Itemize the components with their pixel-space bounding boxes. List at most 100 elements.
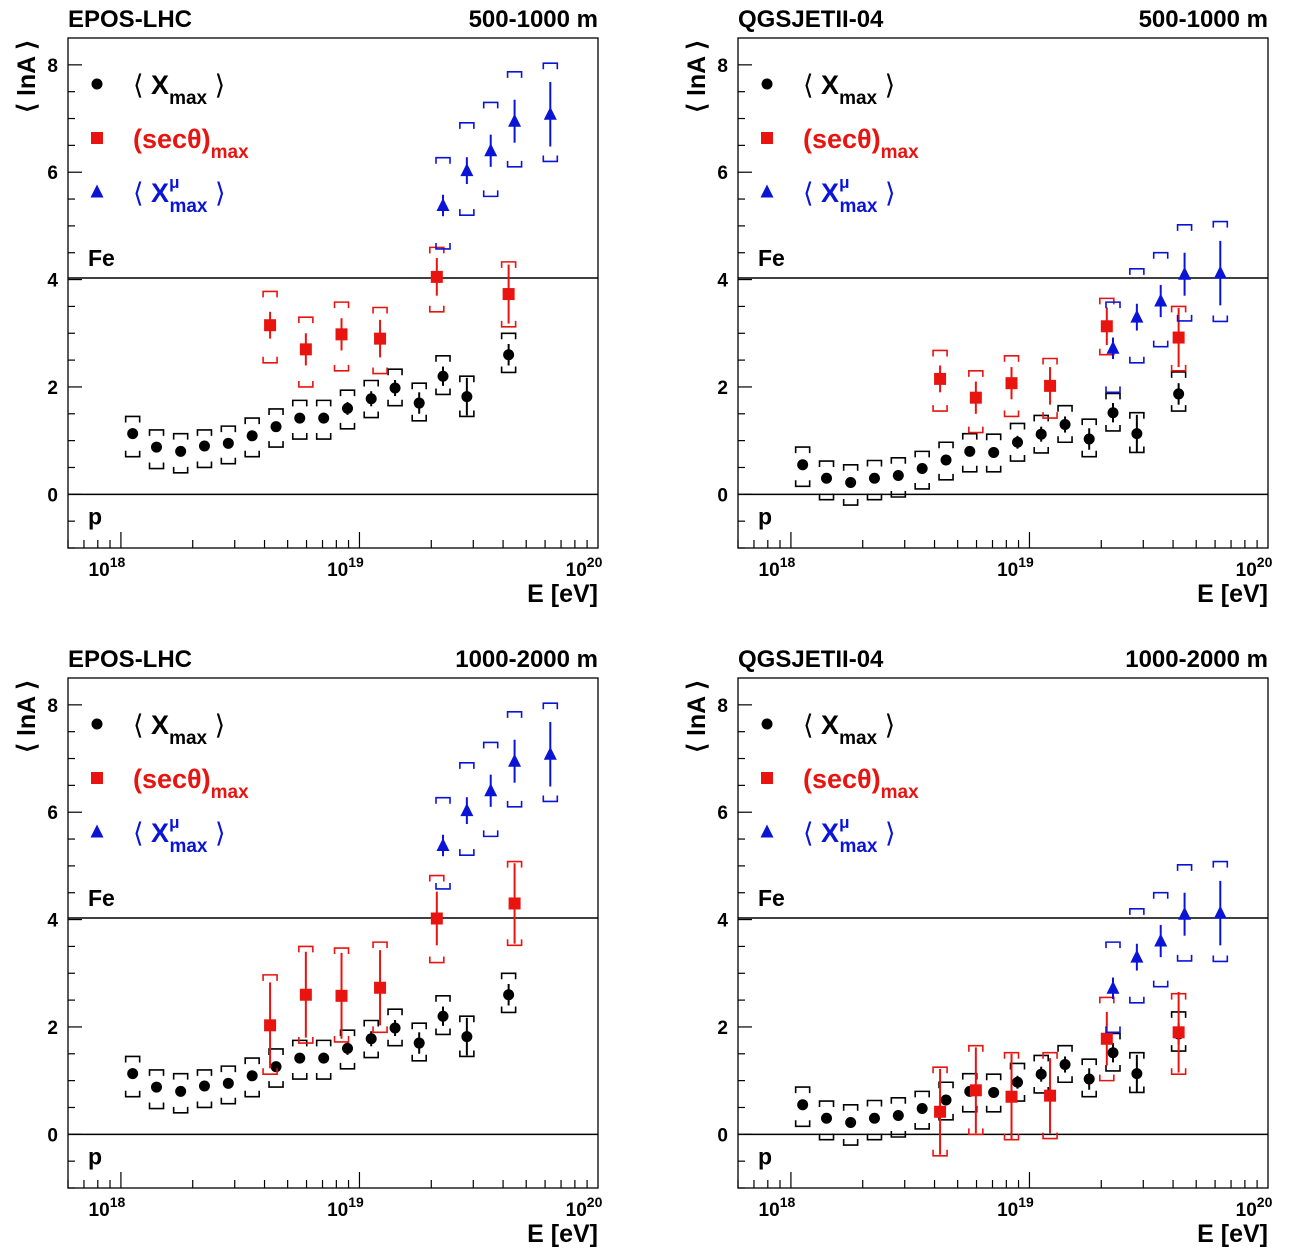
systematic-bracket-lower: [339, 1062, 356, 1070]
systematic-bracket-lower: [794, 1120, 811, 1128]
series-sec: [262, 860, 523, 1075]
marker-circle: [1059, 1059, 1071, 1071]
systematic-bracket-upper: [842, 1103, 859, 1111]
y-tick-label: 4: [717, 911, 728, 932]
systematic-bracket-lower: [542, 155, 559, 163]
x-tick-label: 1018: [89, 1194, 126, 1221]
legend-close-bracket: ⟩: [208, 818, 226, 848]
data-point-xmax: [818, 1100, 835, 1141]
legend-subscript: max: [169, 196, 207, 217]
marker-circle: [892, 470, 904, 482]
systematic-bracket-lower: [968, 1128, 984, 1136]
panel-title-distance: 1000-2000 m: [1125, 646, 1268, 673]
x-tick-label: 1020: [566, 1194, 603, 1221]
reference-label-fe: Fe: [88, 885, 115, 911]
systematic-bracket-upper: [262, 290, 278, 298]
data-point-xmax: [148, 1069, 165, 1110]
systematic-bracket-lower: [1105, 1064, 1121, 1072]
series-xmu: [1105, 860, 1229, 1034]
data-point-xmu: [459, 762, 475, 856]
legend-superscript: μ: [839, 813, 849, 832]
marker-square: [1100, 320, 1113, 333]
marker-circle: [1059, 419, 1071, 431]
legend-close-bracket: ⟩: [878, 178, 896, 208]
systematic-bracket-lower: [542, 795, 559, 803]
marker-square: [969, 1084, 982, 1097]
data-point-xmax: [866, 459, 883, 501]
data-point-xmax: [938, 441, 954, 481]
systematic-bracket-upper: [298, 316, 314, 324]
legend-label-xmax: ⟨ Xmax ⟩: [803, 70, 895, 109]
systematic-bracket-lower: [1057, 1076, 1073, 1084]
marker-circle: [461, 1031, 473, 1043]
marker-circle: [940, 454, 952, 466]
systematic-bracket-lower: [339, 422, 356, 430]
data-point-xmax: [268, 408, 284, 448]
marker-circle: [845, 1117, 857, 1129]
legend-main: X: [151, 710, 169, 740]
marker-circle: [389, 1022, 401, 1034]
legend-close-bracket: ⟩: [877, 710, 895, 740]
legend-superscript: μ: [169, 173, 179, 192]
systematic-bracket-upper: [435, 796, 451, 804]
panel-title-distance: 500-1000 m: [469, 6, 598, 33]
data-point-xmax: [268, 1048, 284, 1088]
systematic-bracket-lower: [914, 482, 930, 490]
data-point-xmu: [1129, 268, 1145, 364]
systematic-bracket-upper: [1170, 371, 1187, 378]
plot-frame: [737, 677, 1269, 1189]
x-axis-title: E [eV]: [527, 580, 598, 608]
systematic-bracket-lower: [411, 414, 427, 422]
systematic-bracket-lower: [1105, 424, 1121, 432]
marker-circle: [127, 428, 139, 440]
systematic-bracket-upper: [961, 432, 978, 440]
systematic-bracket-upper: [363, 1019, 379, 1027]
y-tick-label: 2: [717, 378, 728, 399]
data-point-xmu: [435, 796, 451, 890]
data-point-xmu: [506, 711, 523, 808]
systematic-bracket-upper: [124, 415, 141, 423]
series-xmax: [794, 1011, 1187, 1146]
marker-square: [1044, 1089, 1057, 1102]
data-point-xmax: [148, 429, 165, 470]
x-tick-label: 1018: [759, 1194, 796, 1221]
marker-triangle: [1213, 265, 1227, 279]
legend-label-xmax: ⟨ Xmax ⟩: [133, 70, 225, 109]
systematic-bracket-upper: [1152, 251, 1169, 259]
systematic-bracket-upper: [333, 947, 350, 955]
marker-circle: [797, 459, 809, 471]
systematic-bracket-upper: [1081, 1058, 1097, 1066]
marker-circle: [413, 397, 425, 409]
systematic-bracket-upper: [244, 1057, 260, 1065]
systematic-bracket-upper: [333, 301, 350, 309]
legend-subscript: max: [881, 782, 919, 803]
reference-label-p: p: [88, 1143, 102, 1169]
marker-square: [969, 391, 982, 404]
marker-circle: [1083, 433, 1095, 445]
legend-label-sec: (secθ)max: [803, 764, 919, 803]
legend-main: X: [821, 818, 839, 848]
systematic-bracket-upper: [268, 408, 284, 415]
reference-label-p: p: [758, 1143, 772, 1169]
marker-triangle: [484, 783, 498, 797]
plot-frame: [67, 677, 599, 1189]
systematic-bracket-lower: [148, 462, 165, 470]
legend-marker-sec: [91, 772, 103, 784]
series-xmax: [124, 972, 517, 1114]
legend-marker-xmu: [90, 824, 104, 838]
marker-triangle: [1106, 980, 1120, 994]
systematic-bracket-lower: [363, 411, 379, 419]
systematic-bracket-lower: [1105, 386, 1121, 394]
systematic-bracket-upper: [435, 355, 451, 362]
x-tick-label-exponent: 19: [348, 1194, 364, 1210]
x-tick-label: 1019: [997, 554, 1034, 581]
systematic-bracket-upper: [1105, 301, 1121, 309]
data-point-xmu: [482, 101, 499, 198]
systematic-bracket-upper: [1042, 1051, 1058, 1059]
systematic-bracket-lower: [482, 190, 499, 198]
legend-marker-xmax: [761, 718, 773, 730]
data-point-sec: [429, 246, 445, 313]
systematic-bracket-lower: [148, 1102, 165, 1110]
data-point-xmax: [794, 1086, 811, 1128]
